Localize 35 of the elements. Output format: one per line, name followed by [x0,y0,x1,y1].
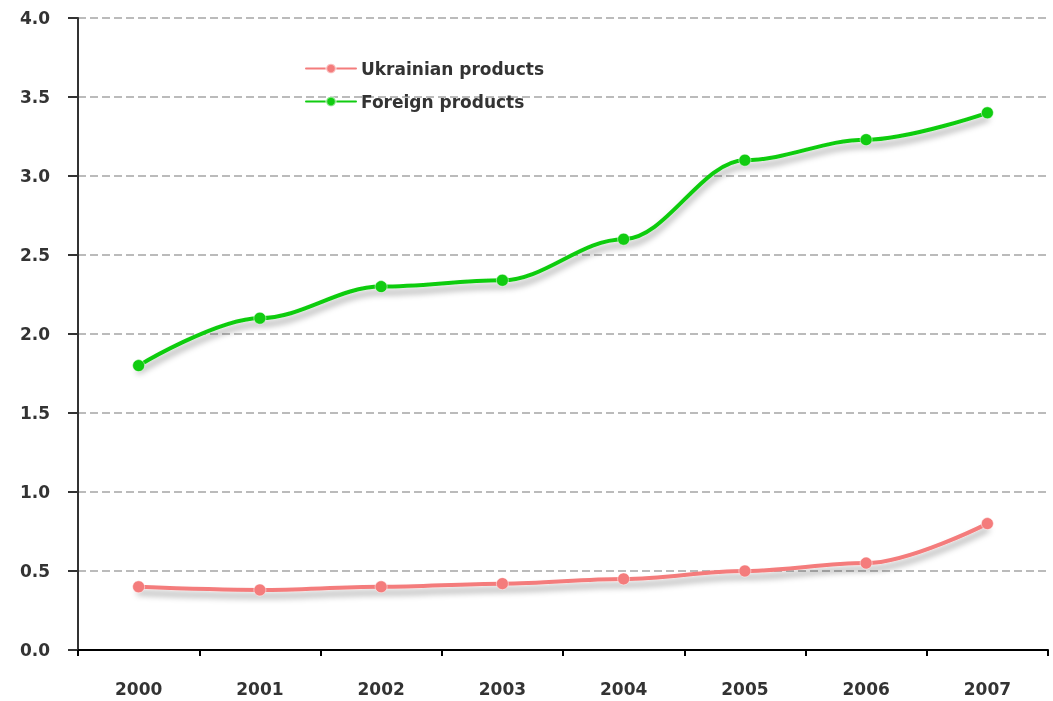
point [495,577,509,591]
point [495,273,509,287]
point [253,583,267,597]
legend-label: Ukrainian products [361,58,545,79]
point [374,280,388,294]
point [617,572,631,586]
y-tick-label: 1.0 [19,482,51,502]
x-tick-label: 2002 [357,678,405,699]
y-tick-label: 1.5 [19,403,50,423]
x-tick-label: 2006 [842,678,890,699]
point [132,359,146,373]
point [132,580,146,594]
legend-label: Foreign products [361,91,525,112]
point [859,556,873,570]
point [980,106,994,120]
y-tick-label: 3.5 [19,87,50,107]
x-tick-label: 2005 [721,678,769,699]
point [859,133,873,147]
x-tick-label: 2007 [963,678,1012,699]
y-tick-label: 0.0 [19,640,51,660]
y-tick-label: 4.0 [19,8,51,28]
point [980,517,994,531]
point [374,580,388,594]
point [738,153,752,167]
y-tick-label: 2.5 [19,245,50,265]
x-tick-label: 2003 [478,678,527,699]
x-tick-label: 2001 [236,678,284,699]
x-tick-label: 2004 [599,678,648,699]
y-tick-label: 2.0 [19,324,51,344]
point [738,564,752,578]
y-tick-label: 0.5 [19,561,50,581]
y-tick-label: 3.0 [19,166,51,186]
point [617,232,631,246]
x-tick-label: 2000 [114,678,163,699]
point [253,311,267,325]
